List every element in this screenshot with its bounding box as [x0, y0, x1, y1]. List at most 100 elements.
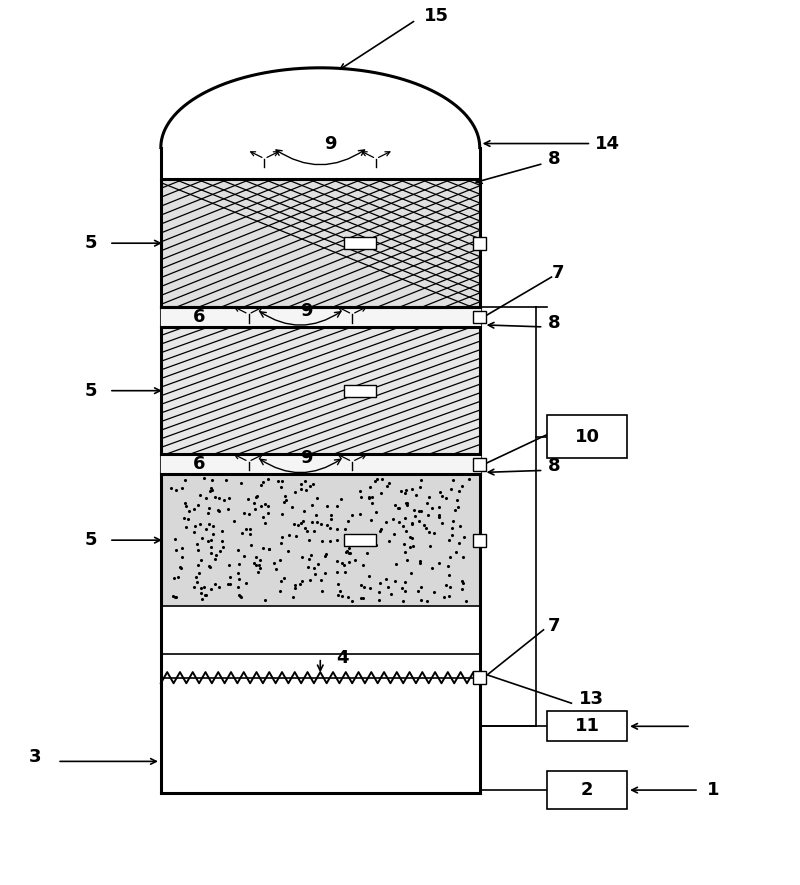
Text: 14: 14 [595, 135, 620, 152]
Point [233, 572, 246, 586]
Point [182, 512, 194, 526]
Point [192, 498, 205, 512]
Point [233, 557, 246, 571]
Point [227, 514, 240, 528]
Text: 8: 8 [547, 458, 560, 475]
Point [374, 524, 386, 538]
Point [179, 499, 192, 513]
Bar [547, 414, 627, 458]
Point [422, 525, 435, 539]
Point [257, 542, 270, 556]
Point [180, 520, 193, 535]
Point [366, 489, 378, 504]
Point [325, 512, 338, 526]
Point [170, 482, 182, 496]
Point [191, 537, 204, 551]
Point [446, 520, 458, 535]
Point [195, 586, 208, 600]
Point [254, 561, 266, 575]
Point [289, 485, 302, 499]
Point [262, 542, 275, 556]
Point [235, 527, 248, 541]
Point [442, 533, 455, 547]
Point [320, 518, 333, 532]
Point [258, 516, 271, 530]
Point [209, 489, 222, 504]
Text: 9: 9 [324, 135, 337, 152]
Point [399, 524, 412, 538]
Point [279, 489, 292, 504]
Point [218, 493, 230, 507]
Point [393, 500, 406, 514]
Bar [474, 311, 486, 323]
Point [294, 482, 307, 496]
Point [238, 549, 250, 563]
Point [220, 473, 233, 487]
Point [334, 491, 347, 505]
Point [373, 593, 386, 607]
Point [406, 539, 419, 553]
Point [198, 580, 210, 594]
Point [202, 558, 215, 573]
Point [373, 584, 386, 598]
Point [382, 580, 394, 594]
Point [397, 519, 410, 533]
Point [217, 540, 230, 554]
Point [323, 521, 336, 535]
Point [338, 522, 351, 536]
Point [413, 554, 426, 568]
Point [363, 490, 376, 504]
Point [306, 497, 318, 512]
Point [414, 580, 427, 594]
Point [341, 514, 354, 528]
Point [382, 534, 395, 548]
Text: 9: 9 [300, 302, 313, 320]
Point [426, 501, 438, 515]
Point [242, 491, 254, 505]
Point [239, 522, 252, 536]
Point [202, 501, 215, 515]
Point [209, 577, 222, 591]
Point [272, 473, 285, 488]
Point [451, 493, 464, 507]
Point [270, 561, 282, 575]
Point [234, 589, 246, 603]
Point [400, 496, 413, 510]
Point [222, 502, 234, 516]
Point [342, 537, 354, 551]
Point [248, 556, 261, 570]
Point [442, 589, 455, 603]
Point [222, 577, 234, 591]
Point [450, 544, 462, 558]
Point [276, 473, 289, 488]
Bar [344, 385, 376, 396]
Point [301, 524, 314, 538]
Point [252, 558, 265, 573]
Point [175, 481, 188, 495]
Point [410, 488, 422, 502]
Point [305, 549, 318, 563]
Text: 10: 10 [575, 427, 600, 445]
Point [452, 500, 465, 514]
Point [398, 512, 411, 526]
Point [311, 515, 324, 529]
Point [205, 540, 218, 554]
Point [415, 504, 428, 518]
Point [368, 535, 381, 549]
Point [440, 578, 453, 592]
Point [374, 486, 387, 500]
Point [360, 535, 373, 550]
Point [234, 476, 247, 490]
Text: 9: 9 [300, 450, 313, 467]
Bar [547, 771, 627, 809]
Text: 3: 3 [29, 749, 42, 766]
Point [374, 575, 386, 589]
Text: 6: 6 [193, 308, 206, 326]
Point [295, 550, 308, 565]
Point [170, 590, 182, 604]
Point [254, 499, 267, 513]
Point [321, 499, 334, 513]
Point [440, 491, 453, 505]
Point [374, 522, 387, 536]
Point [453, 484, 466, 498]
